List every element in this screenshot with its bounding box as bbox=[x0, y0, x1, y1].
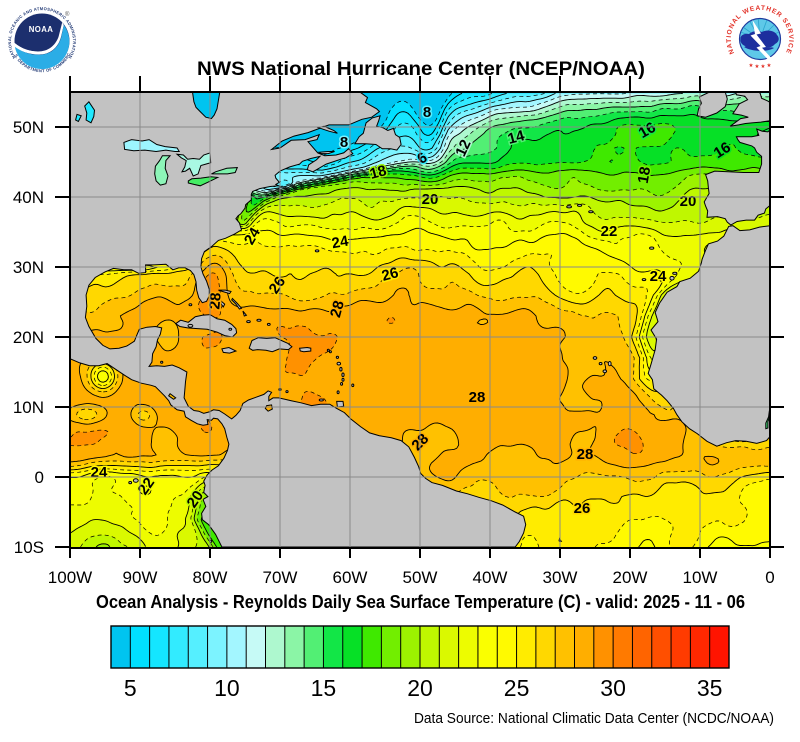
svg-text:★: ★ bbox=[766, 62, 771, 69]
svg-text:30W: 30W bbox=[543, 568, 578, 587]
svg-text:24: 24 bbox=[650, 268, 667, 285]
svg-text:26: 26 bbox=[380, 264, 401, 285]
svg-text:20: 20 bbox=[407, 675, 433, 701]
svg-text:24: 24 bbox=[91, 464, 108, 481]
svg-text:24: 24 bbox=[330, 233, 350, 253]
svg-text:80W: 80W bbox=[193, 568, 228, 587]
svg-text:20: 20 bbox=[422, 191, 439, 208]
svg-text:30: 30 bbox=[600, 675, 626, 701]
svg-text:60W: 60W bbox=[333, 568, 368, 587]
svg-text:5: 5 bbox=[124, 675, 137, 701]
svg-text:8: 8 bbox=[340, 134, 348, 151]
svg-text:25: 25 bbox=[504, 675, 530, 701]
svg-text:®: ® bbox=[65, 11, 70, 18]
svg-text:28: 28 bbox=[469, 389, 486, 406]
svg-text:Ocean Analysis - Reynolds Dail: Ocean Analysis - Reynolds Daily Sea Surf… bbox=[96, 592, 745, 612]
svg-text:40W: 40W bbox=[473, 568, 508, 587]
svg-text:NOAA: NOAA bbox=[29, 25, 54, 34]
svg-text:70W: 70W bbox=[263, 568, 298, 587]
svg-text:0: 0 bbox=[765, 568, 774, 587]
svg-text:20N: 20N bbox=[13, 328, 44, 347]
svg-text:30N: 30N bbox=[13, 258, 44, 277]
svg-text:20W: 20W bbox=[613, 568, 648, 587]
svg-text:NWS National Hurricane Center: NWS National Hurricane Center (NCEP/NOAA… bbox=[197, 59, 645, 80]
svg-text:10N: 10N bbox=[13, 398, 44, 417]
svg-text:90W: 90W bbox=[123, 568, 158, 587]
svg-text:28: 28 bbox=[577, 446, 594, 463]
svg-text:8: 8 bbox=[423, 104, 431, 121]
svg-text:26: 26 bbox=[574, 500, 591, 517]
svg-text:★: ★ bbox=[748, 62, 753, 69]
svg-text:50W: 50W bbox=[403, 568, 438, 587]
svg-text:★: ★ bbox=[754, 63, 759, 70]
svg-text:14: 14 bbox=[506, 127, 527, 148]
svg-text:18: 18 bbox=[368, 162, 389, 183]
svg-text:100W: 100W bbox=[48, 568, 92, 587]
svg-text:Data Source: National Climatic: Data Source: National Climatic Data Cent… bbox=[414, 710, 774, 727]
svg-text:0: 0 bbox=[35, 468, 44, 487]
svg-text:10: 10 bbox=[214, 675, 240, 701]
svg-text:10S: 10S bbox=[14, 538, 44, 557]
svg-text:★: ★ bbox=[760, 63, 765, 70]
svg-text:18: 18 bbox=[635, 165, 655, 184]
svg-text:35: 35 bbox=[697, 675, 723, 701]
svg-text:26: 26 bbox=[266, 274, 289, 297]
svg-text:28: 28 bbox=[327, 299, 348, 320]
svg-text:50N: 50N bbox=[13, 118, 44, 137]
svg-text:22: 22 bbox=[601, 223, 618, 240]
svg-text:10W: 10W bbox=[683, 568, 718, 587]
svg-text:15: 15 bbox=[311, 675, 337, 701]
svg-text:20: 20 bbox=[680, 193, 697, 210]
svg-text:40N: 40N bbox=[13, 188, 44, 207]
svg-text:28: 28 bbox=[206, 292, 224, 310]
